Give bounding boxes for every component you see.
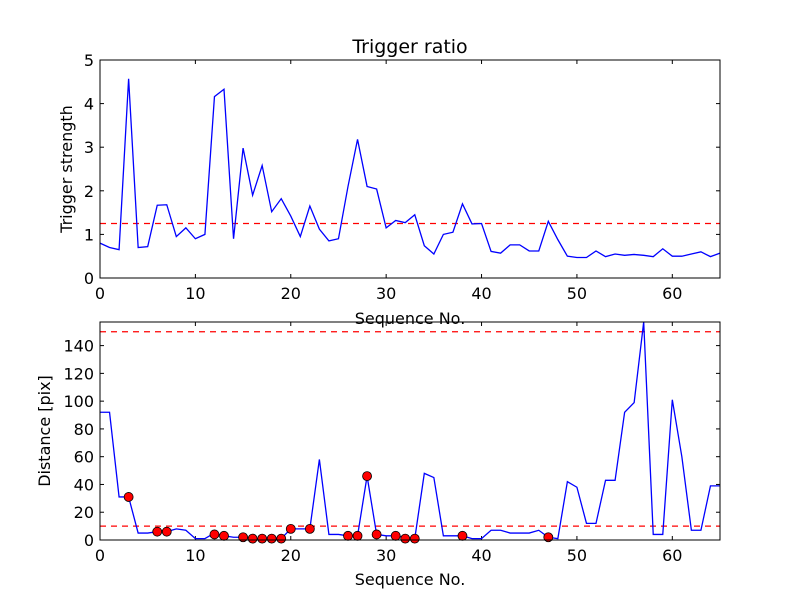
- y-tick-label: 20: [74, 503, 94, 522]
- x-tick-label: 40: [471, 546, 491, 565]
- plot-frame: [99, 321, 721, 541]
- data-point: [457, 530, 468, 541]
- plot-frame: [99, 59, 721, 279]
- data-point: [276, 533, 287, 544]
- data-point: [304, 523, 315, 534]
- y-tick-label: 0: [84, 531, 94, 550]
- y-tick-label: 120: [63, 364, 94, 383]
- x-tick-label: 20: [281, 546, 301, 565]
- data-point: [219, 530, 229, 541]
- y-tick-label: 5: [84, 51, 94, 70]
- data-point: [257, 533, 268, 544]
- data-point: [371, 529, 382, 540]
- data-point: [152, 526, 163, 537]
- data-point: [409, 533, 420, 544]
- marker-group: [123, 471, 554, 544]
- data-point: [543, 532, 554, 543]
- data-point: [209, 529, 220, 540]
- y-tick-label: 0: [84, 269, 94, 288]
- x-axis-label: Sequence No.: [355, 309, 466, 328]
- chart-distance: 0 10 20 30 40 50 60 0 20 40 60 80 100 120 140 Sequence…: [35, 321, 721, 589]
- x-tick-label: 40: [471, 284, 491, 303]
- x-tick-label: 0: [95, 284, 105, 303]
- series-group: [100, 78, 720, 259]
- data-point: [362, 471, 372, 482]
- chart-trigger-ratio: Trigger ratio 0 10 20 30 40 50 60 0 1 2 3 4 5 Sequen…: [57, 36, 721, 328]
- x-tick-label: 20: [281, 284, 301, 303]
- x-tick-label: 60: [662, 546, 682, 565]
- x-tick-label: 0: [95, 546, 105, 565]
- x-tick-label: 10: [185, 546, 205, 565]
- data-point: [285, 523, 296, 534]
- threshold-group: [100, 331, 720, 527]
- data-point: [390, 530, 401, 541]
- data-point: [400, 533, 411, 544]
- x-tick-label: 50: [567, 546, 587, 565]
- y-tick-label: 140: [63, 337, 94, 356]
- y-tick-label: 100: [63, 392, 94, 411]
- y-axis-label: Trigger strength: [57, 105, 76, 234]
- x-tick-label: 10: [185, 284, 205, 303]
- y-tick-label: 3: [84, 138, 94, 157]
- y-tick-label: 2: [84, 182, 94, 201]
- y-tick-label: 4: [84, 95, 94, 114]
- data-point: [161, 526, 172, 537]
- y-tick-label: 80: [74, 420, 94, 439]
- chart-title: Trigger ratio: [351, 36, 467, 58]
- data-point: [352, 530, 363, 541]
- tick-group: 0 10 20 30 40 50 60 0 20 40 60 80 100 120 140: [63, 322, 720, 565]
- data-point: [266, 533, 277, 544]
- x-tick-label: 30: [376, 546, 396, 565]
- data-point: [123, 492, 134, 502]
- y-tick-label: 60: [74, 448, 94, 467]
- series-line: [100, 78, 720, 259]
- y-axis-label: Distance [pix]: [35, 375, 54, 487]
- y-tick-label: 40: [74, 475, 94, 494]
- data-point: [247, 533, 258, 544]
- x-tick-label: 30: [376, 284, 396, 303]
- tick-group: 0 10 20 30 40 50 60 0 1 2 3 4 5: [84, 51, 720, 303]
- y-tick-label: 1: [84, 225, 94, 244]
- data-point: [343, 530, 353, 541]
- data-point: [238, 532, 248, 543]
- x-tick-label: 50: [567, 284, 587, 303]
- x-tick-label: 60: [662, 284, 682, 303]
- x-axis-label: Sequence No.: [355, 570, 466, 589]
